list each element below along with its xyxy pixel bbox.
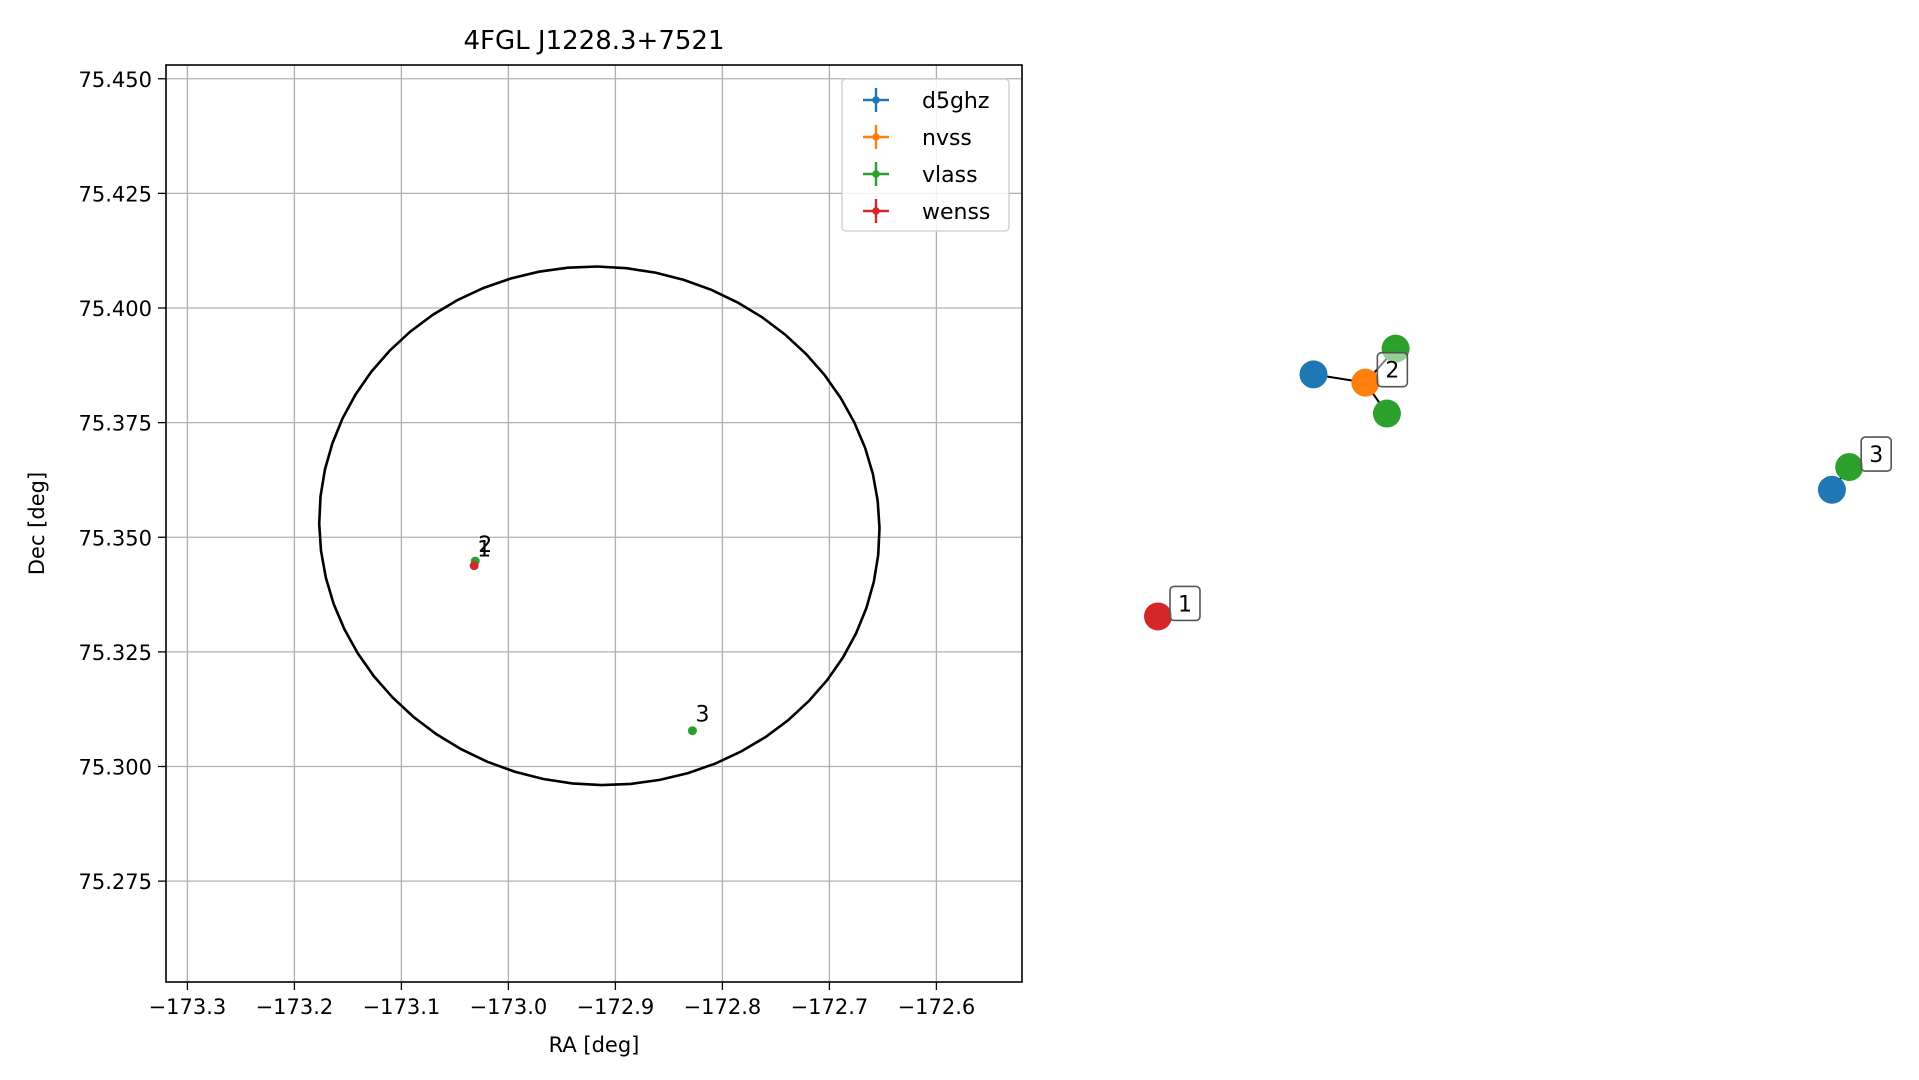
- group-label-box: [1860, 436, 1892, 472]
- group-label: 2: [1385, 359, 1399, 384]
- y-tick-label: 75.275: [79, 870, 152, 894]
- network-group-labels: 1 2 3: [1169, 351, 1892, 622]
- sky-map-panel: 4FGL J1228.3+7521 −173.3 −173.2 −173.1 −173…: [25, 26, 1023, 1057]
- point-label: 3: [695, 703, 709, 728]
- legend-marker-dot: [872, 170, 880, 178]
- legend-entry-d5ghz: d5ghz: [922, 89, 989, 114]
- x-tick-label: −172.8: [684, 995, 762, 1019]
- x-tick-label: −173.3: [149, 995, 227, 1019]
- y-axis-label: Dec [deg]: [25, 472, 49, 575]
- y-tick-label: 75.300: [79, 756, 152, 780]
- vlass-node: [1372, 399, 1401, 428]
- x-tick-label: −172.7: [791, 995, 869, 1019]
- x-tick-label: −173.1: [363, 995, 441, 1019]
- source-points: 2 3 1: [469, 533, 709, 736]
- vlass-point: [687, 726, 697, 736]
- legend-box: [841, 78, 1010, 232]
- group-label-box: [1169, 585, 1201, 622]
- legend-entry-wenss: wenss: [922, 200, 990, 225]
- wenss-point: [469, 561, 479, 571]
- y-tick-label: 75.400: [79, 297, 152, 321]
- y-axis-ticks: 75.275 75.300 75.325 75.350 75.375 75.400 75.4…: [79, 68, 166, 894]
- y-tick-label: 75.350: [79, 526, 152, 550]
- vlass-node: [1835, 453, 1864, 482]
- nvss-node: [1351, 368, 1380, 397]
- d5ghz-node: [1817, 475, 1846, 504]
- legend-marker-dot: [872, 133, 880, 141]
- x-tick-label: −172.9: [577, 995, 655, 1019]
- network-nodes: [1144, 334, 1864, 631]
- d5ghz-node: [1299, 360, 1328, 389]
- x-tick-label: −173.2: [256, 995, 334, 1019]
- legend-entry-nvss: nvss: [922, 126, 972, 151]
- group-label-box: [1376, 351, 1409, 388]
- y-tick-label: 75.450: [79, 68, 152, 92]
- x-axis-label: RA [deg]: [549, 1033, 640, 1057]
- point-label: 2: [478, 533, 492, 558]
- legend: d5ghz nvss vlass wenss: [841, 78, 1010, 232]
- wenss-node: [1144, 602, 1172, 631]
- chart-title: 4FGL J1228.3+7521: [464, 26, 725, 56]
- group-label: 1: [1178, 592, 1192, 617]
- grid-lines: [166, 65, 1022, 982]
- y-tick-label: 75.375: [79, 412, 152, 436]
- legend-marker-dot: [872, 207, 880, 215]
- association-network-panel: 1 2 3: [1144, 334, 1892, 631]
- x-tick-label: −172.6: [898, 995, 976, 1019]
- y-tick-label: 75.325: [79, 641, 152, 665]
- legend-entry-vlass: vlass: [922, 163, 978, 188]
- x-axis-ticks: −173.3 −173.2 −173.1 −173.0 −172.9 −172.8 −172…: [149, 982, 976, 1019]
- plot-frame: [165, 64, 1023, 983]
- legend-marker-dot: [872, 96, 880, 104]
- x-tick-label: −173.0: [470, 995, 548, 1019]
- localization-ellipse: [317, 265, 881, 787]
- y-tick-label: 75.425: [79, 182, 152, 206]
- group-label: 3: [1869, 443, 1883, 468]
- point-label: 1: [477, 538, 491, 563]
